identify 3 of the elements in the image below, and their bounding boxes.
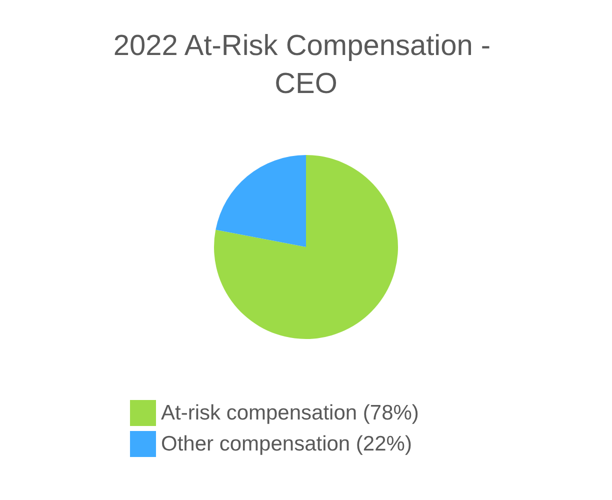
chart-title: 2022 At-Risk Compensation - CEO bbox=[113, 30, 499, 100]
legend-label: Other compensation (22%) bbox=[161, 432, 412, 456]
legend-label: At-risk compensation (78%) bbox=[161, 402, 419, 424]
